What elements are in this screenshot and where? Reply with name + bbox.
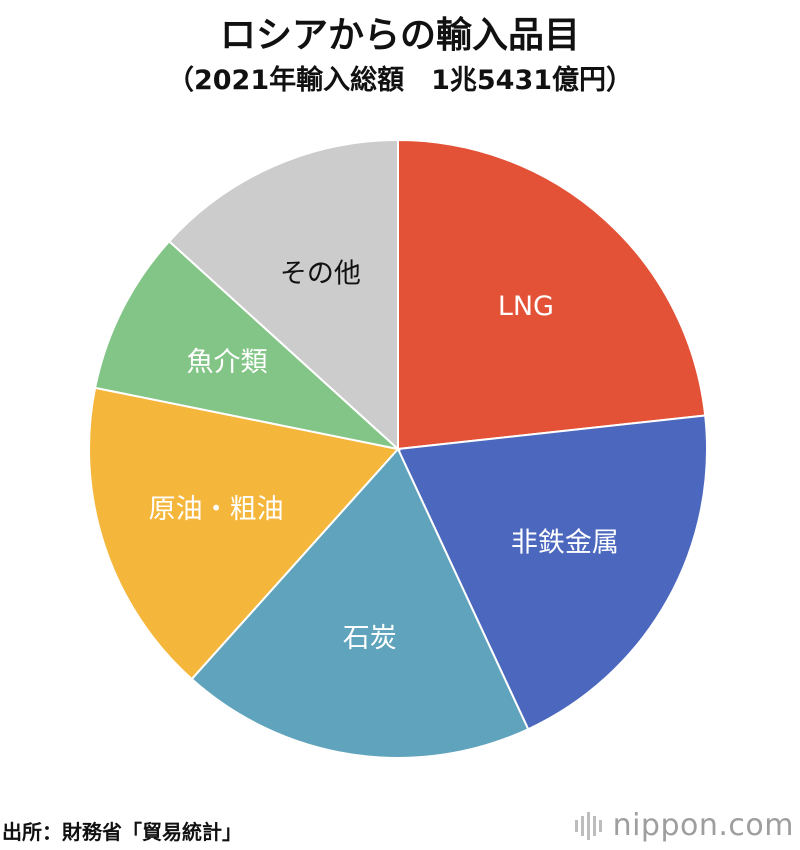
pie-slice-5 <box>167 138 399 452</box>
nippon-logo: nippon.com <box>574 808 794 843</box>
pie-slice-1 <box>396 414 708 731</box>
pie-label-3: 原油・粗油 <box>149 494 284 525</box>
pie-label-1: 非鉄金属 <box>511 528 619 559</box>
pie-label-4: 魚介類 <box>187 347 268 378</box>
chart-subtitle: （2021年輸入総額 1兆5431億円） <box>166 65 634 96</box>
logo-text: nippon.com <box>612 808 794 843</box>
chart-title: ロシアからの輸入品目 <box>219 15 580 56</box>
pie-slice-4 <box>93 239 402 451</box>
source-note: 出所：財務省「貿易統計」 <box>2 820 242 844</box>
pie-slice-3 <box>88 386 400 681</box>
logo-bars-icon <box>574 811 605 840</box>
pie-label-5: その他 <box>280 258 361 289</box>
pie-label-0: LNG <box>498 291 554 322</box>
pie-label-2: 石炭 <box>343 623 397 654</box>
pie-slices <box>88 138 708 759</box>
pie-slice-2 <box>190 447 530 759</box>
pie-slice-0 <box>397 138 707 451</box>
